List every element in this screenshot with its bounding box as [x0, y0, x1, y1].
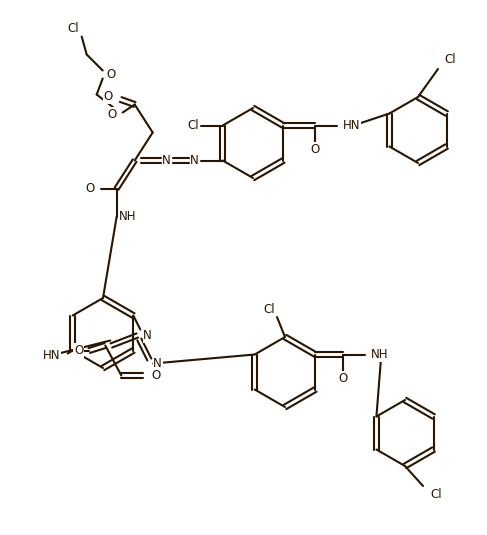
Text: Cl: Cl — [430, 487, 442, 501]
Text: Cl: Cl — [444, 52, 456, 65]
Text: O: O — [107, 68, 116, 81]
Text: O: O — [108, 108, 117, 121]
Text: N: N — [162, 154, 171, 167]
Text: O: O — [103, 90, 112, 103]
Text: Cl: Cl — [263, 302, 275, 316]
Text: O: O — [85, 182, 94, 195]
Text: O: O — [151, 369, 161, 382]
Text: HN: HN — [343, 119, 361, 132]
Text: Cl: Cl — [187, 119, 199, 132]
Text: NH: NH — [119, 210, 136, 223]
Text: N: N — [153, 357, 162, 370]
Text: NH: NH — [371, 348, 389, 361]
Text: O: O — [311, 143, 320, 156]
Text: N: N — [190, 154, 199, 167]
Text: N: N — [143, 329, 152, 342]
Text: O: O — [338, 372, 348, 385]
Text: HN: HN — [43, 349, 61, 362]
Text: O: O — [74, 344, 83, 357]
Text: Cl: Cl — [67, 22, 79, 35]
